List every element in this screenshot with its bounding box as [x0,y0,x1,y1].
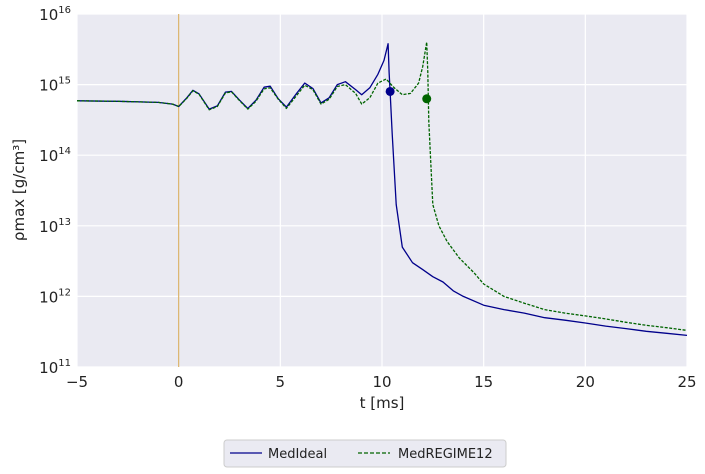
x-tick-label: 10 [372,373,391,391]
x-tick-label: 0 [174,373,184,391]
y-tick-label: 1015 [39,76,71,95]
x-tick-labels: −5 0 5 10 15 20 25 [66,373,697,391]
x-tick-label: 25 [677,373,696,391]
y-tick-label: 1012 [39,287,71,306]
y-tick-label: 1011 [39,358,71,377]
y-tick-label: 1013 [39,217,71,236]
legend-label-medideal: MedIdeal [268,447,327,462]
marker-medideal [385,86,395,96]
series-line-medregime12 [76,41,688,332]
legend: MedIdeal MedREGIME12 [223,439,507,468]
x-axis-label: t [ms] [360,394,405,412]
series-lines [76,41,688,337]
y-tick-label: 1014 [39,146,71,165]
legend-label-medregime12: MedREGIME12 [398,447,493,462]
marker-medregime12 [422,94,432,104]
series-markers [385,86,432,104]
x-tick-label: 15 [474,373,493,391]
series-line-medideal [76,43,688,337]
x-tick-label: 20 [576,373,595,391]
y-tick-label: 1016 [39,5,71,24]
y-tick-labels: 1011 1012 1013 1014 1015 1016 [39,5,71,377]
x-tick-label: 5 [276,373,286,391]
y-axis-label: ρmax [g/cm³] [10,139,28,241]
x-tick-label: −5 [66,373,88,391]
